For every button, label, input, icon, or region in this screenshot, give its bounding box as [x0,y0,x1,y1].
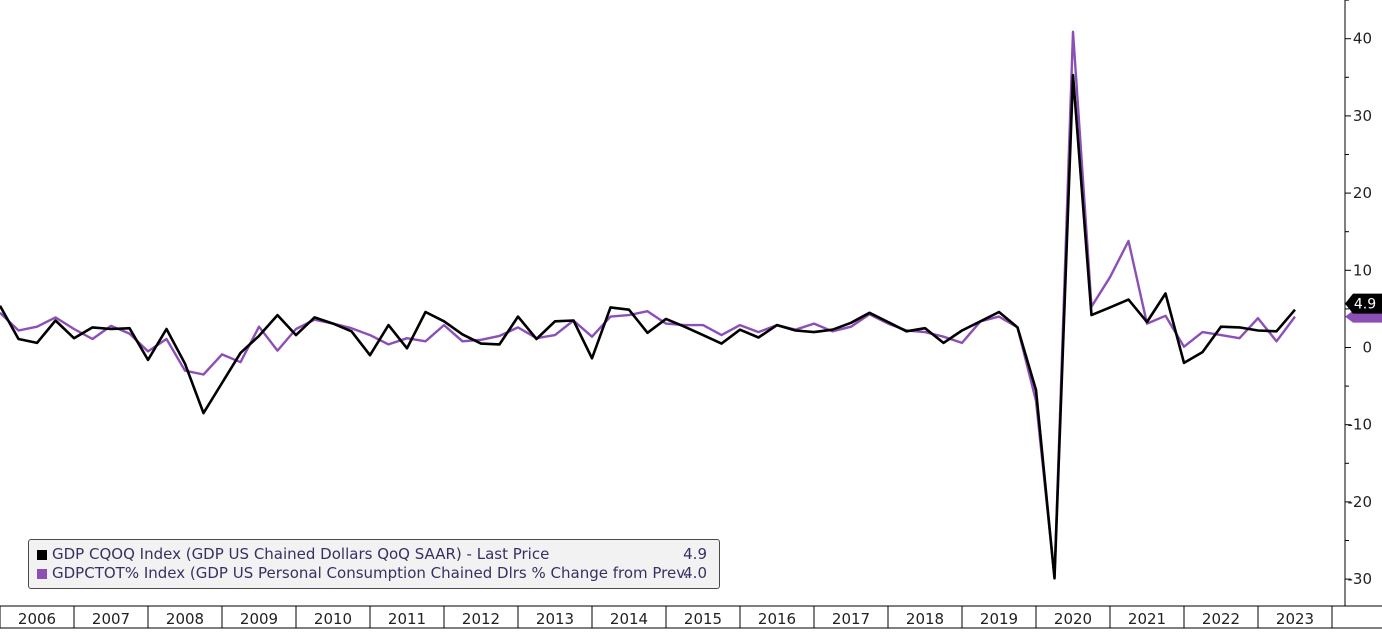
x-tick-label: 2008 [166,610,204,628]
x-tick-label: 2023 [1276,610,1314,628]
x-tick-label: 2011 [388,610,426,628]
x-tick-label: 2014 [610,610,648,628]
x-tick-label: 2006 [18,610,56,628]
legend-entry-gdp: GDP CQOQ Index (GDP US Chained Dollars Q… [37,545,711,564]
y-tick-label: -30 [1348,570,1373,588]
x-tick-label: 2015 [684,610,722,628]
y-tick-label: 30 [1353,107,1372,125]
x-tick-label: 2010 [314,610,352,628]
y-tick-label: -10 [1348,416,1373,434]
y-tick-label: 10 [1353,261,1372,279]
x-tick-label: 2020 [1054,610,1092,628]
x-tick-label: 2007 [92,610,130,628]
legend: GDP CQOQ Index (GDP US Chained Dollars Q… [28,539,720,589]
x-tick-label: 2009 [240,610,278,628]
legend-entry-consumption: GDPCTOT% Index (GDP US Personal Consumpt… [37,564,711,583]
x-tick-label: 2012 [462,610,500,628]
x-tick-label: 2018 [906,610,944,628]
series-line-personal-consumption [0,30,1296,578]
x-tick-label: 2016 [758,610,796,628]
legend-swatch-consumption [37,569,47,579]
y-tick-label: 0 [1362,339,1372,357]
x-tick-label: 2022 [1202,610,1240,628]
legend-value-gdp: 4.9 [683,545,707,563]
x-tick-label: 2017 [832,610,870,628]
series-line-gdp-qoq [0,73,1296,580]
legend-label-consumption: GDPCTOT% Index (GDP US Personal Consumpt… [52,564,688,582]
legend-label-gdp: GDP CQOQ Index (GDP US Chained Dollars Q… [52,545,550,563]
last-value-marker-gdp [1345,293,1382,314]
x-tick-label: 2013 [536,610,574,628]
x-tick-label: 2021 [1128,610,1166,628]
y-tick-label: 40 [1353,30,1372,48]
legend-value-consumption: 4.0 [683,564,707,582]
last-value-label-gdp: 4.9 [1354,297,1376,313]
y-tick-label: -20 [1348,493,1373,511]
x-tick-label: 2019 [980,610,1018,628]
y-tick-label: 20 [1353,184,1372,202]
legend-swatch-gdp [37,550,47,560]
